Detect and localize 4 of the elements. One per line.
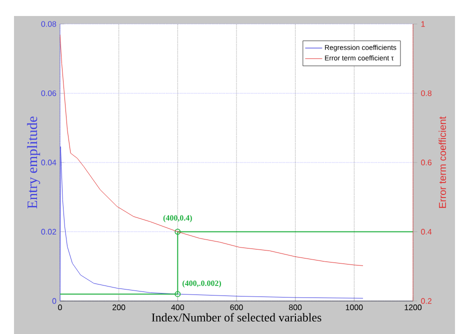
x-axis-title: Index/Number of selected variables — [152, 313, 322, 322]
y2-axis-title: Error term coefficient — [438, 116, 446, 208]
y-axis-title: Entry emplitude — [27, 116, 40, 209]
line-series — [60, 146, 364, 301]
